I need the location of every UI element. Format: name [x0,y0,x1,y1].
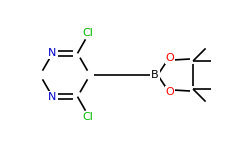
Text: O: O [166,87,174,97]
Text: B: B [151,70,159,80]
Text: N: N [48,48,57,58]
Text: N: N [48,92,57,102]
Text: Cl: Cl [82,28,93,38]
Text: Cl: Cl [82,112,93,122]
Text: O: O [166,53,174,63]
